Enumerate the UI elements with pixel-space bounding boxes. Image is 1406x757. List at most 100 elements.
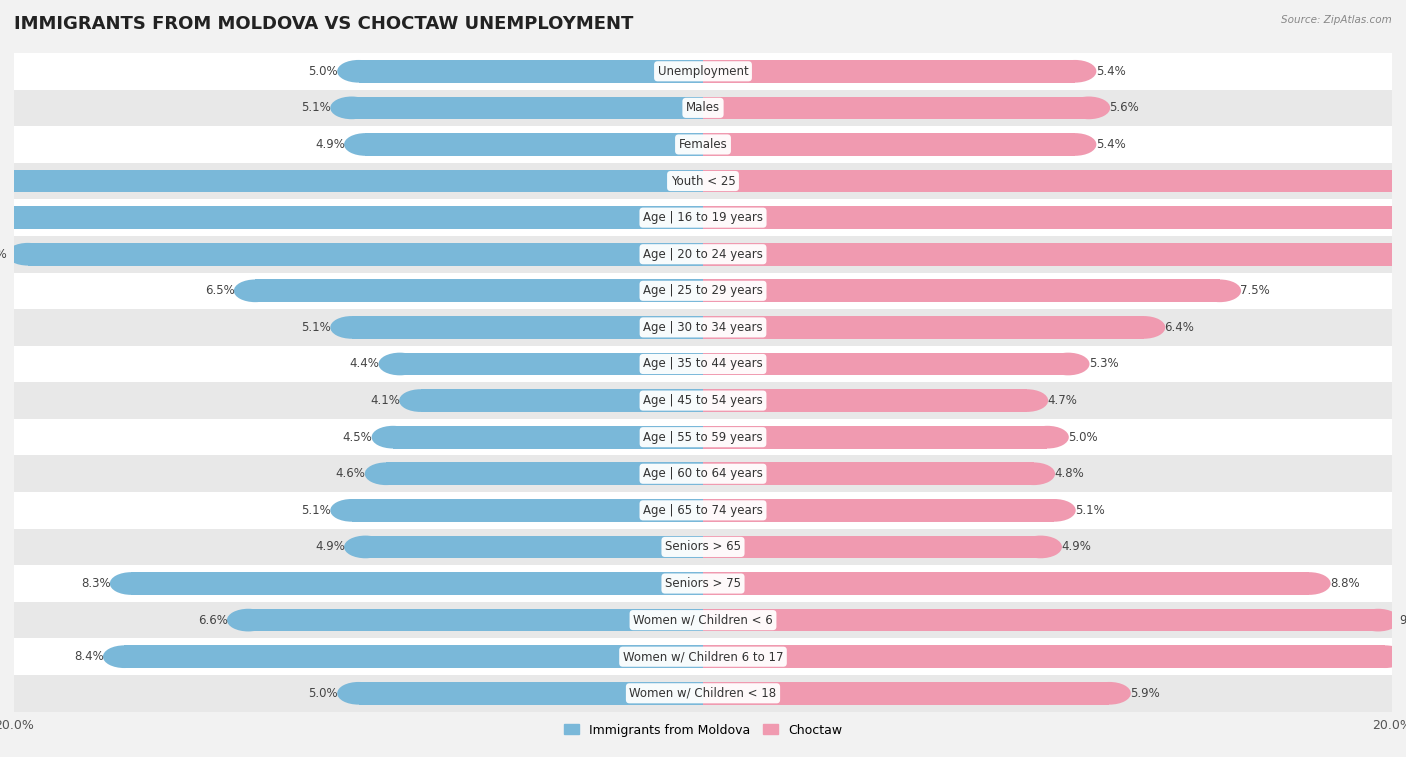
Circle shape	[110, 572, 152, 595]
Text: Males: Males	[686, 101, 720, 114]
Bar	[14, 346, 1392, 382]
Bar	[14, 53, 1392, 89]
Text: 5.1%: 5.1%	[1076, 504, 1105, 517]
Text: 6.6%: 6.6%	[198, 614, 228, 627]
Bar	[703, 426, 1047, 448]
Bar	[703, 279, 1219, 302]
Text: Youth < 25: Youth < 25	[671, 175, 735, 188]
Circle shape	[330, 499, 373, 522]
Text: 5.1%: 5.1%	[301, 321, 330, 334]
Text: 9.8%: 9.8%	[0, 248, 7, 260]
Text: 5.4%: 5.4%	[1095, 138, 1125, 151]
Text: 5.3%: 5.3%	[1088, 357, 1118, 370]
Text: 9.8%: 9.8%	[1399, 614, 1406, 627]
Circle shape	[1053, 60, 1097, 83]
Text: Females: Females	[679, 138, 727, 151]
Bar	[703, 353, 1069, 375]
Bar	[399, 353, 703, 375]
Text: 8.4%: 8.4%	[75, 650, 104, 663]
Bar	[14, 638, 1392, 675]
Bar	[703, 536, 1040, 558]
Bar	[352, 499, 703, 522]
Bar	[359, 682, 703, 705]
Circle shape	[1122, 316, 1166, 338]
Bar	[14, 456, 1392, 492]
Bar	[394, 426, 703, 448]
Circle shape	[233, 279, 277, 302]
Circle shape	[1026, 426, 1069, 448]
Text: 4.7%: 4.7%	[1047, 394, 1077, 407]
Bar	[703, 133, 1076, 156]
Text: Age | 20 to 24 years: Age | 20 to 24 years	[643, 248, 763, 260]
Text: Seniors > 75: Seniors > 75	[665, 577, 741, 590]
Circle shape	[1053, 133, 1097, 156]
Circle shape	[226, 609, 270, 631]
Bar	[14, 309, 1392, 346]
Text: 4.5%: 4.5%	[343, 431, 373, 444]
Bar	[0, 170, 703, 192]
Bar	[14, 602, 1392, 638]
Circle shape	[1088, 682, 1130, 705]
Bar	[703, 499, 1054, 522]
Bar	[703, 682, 1109, 705]
Text: 4.8%: 4.8%	[1054, 467, 1084, 480]
Bar	[352, 316, 703, 338]
Text: Women w/ Children < 6: Women w/ Children < 6	[633, 614, 773, 627]
Bar	[14, 419, 1392, 456]
Circle shape	[337, 60, 380, 83]
Text: 5.6%: 5.6%	[1109, 101, 1139, 114]
Bar	[703, 243, 1406, 266]
Text: 5.0%: 5.0%	[308, 687, 337, 699]
Text: 5.4%: 5.4%	[1095, 65, 1125, 78]
Circle shape	[1012, 463, 1054, 485]
Text: Age | 55 to 59 years: Age | 55 to 59 years	[643, 431, 763, 444]
Bar	[14, 273, 1392, 309]
Bar	[703, 609, 1378, 631]
Text: 7.5%: 7.5%	[1240, 285, 1270, 298]
Bar	[703, 389, 1026, 412]
Bar	[14, 126, 1392, 163]
Text: Age | 65 to 74 years: Age | 65 to 74 years	[643, 504, 763, 517]
Circle shape	[103, 646, 146, 668]
Text: Age | 30 to 34 years: Age | 30 to 34 years	[643, 321, 763, 334]
Legend: Immigrants from Moldova, Choctaw: Immigrants from Moldova, Choctaw	[560, 718, 846, 742]
Text: Age | 60 to 64 years: Age | 60 to 64 years	[643, 467, 763, 480]
Circle shape	[1033, 499, 1076, 522]
Text: IMMIGRANTS FROM MOLDOVA VS CHOCTAW UNEMPLOYMENT: IMMIGRANTS FROM MOLDOVA VS CHOCTAW UNEMP…	[14, 15, 634, 33]
Text: 6.4%: 6.4%	[1164, 321, 1195, 334]
Text: Age | 35 to 44 years: Age | 35 to 44 years	[643, 357, 763, 370]
Text: Source: ZipAtlas.com: Source: ZipAtlas.com	[1281, 15, 1392, 25]
Bar	[131, 572, 703, 595]
Text: 4.9%: 4.9%	[315, 540, 344, 553]
Bar	[14, 528, 1392, 565]
Circle shape	[7, 243, 49, 266]
Bar	[14, 236, 1392, 273]
Text: 5.0%: 5.0%	[308, 65, 337, 78]
Circle shape	[344, 536, 387, 558]
Bar	[124, 646, 703, 668]
Bar	[703, 572, 1309, 595]
Circle shape	[1198, 279, 1241, 302]
Bar	[14, 382, 1392, 419]
Bar	[249, 609, 703, 631]
Text: 4.4%: 4.4%	[349, 357, 380, 370]
Circle shape	[1047, 353, 1090, 375]
Text: 5.1%: 5.1%	[301, 101, 330, 114]
Bar	[14, 492, 1392, 528]
Bar	[703, 207, 1406, 229]
Text: 4.9%: 4.9%	[315, 138, 344, 151]
Bar	[14, 199, 1392, 236]
Text: 8.3%: 8.3%	[82, 577, 111, 590]
Bar	[256, 279, 703, 302]
Text: Women w/ Children < 18: Women w/ Children < 18	[630, 687, 776, 699]
Text: 6.5%: 6.5%	[205, 285, 235, 298]
Bar	[28, 243, 703, 266]
Circle shape	[344, 133, 387, 156]
Text: Women w/ Children 6 to 17: Women w/ Children 6 to 17	[623, 650, 783, 663]
Bar	[420, 389, 703, 412]
Circle shape	[1067, 97, 1111, 119]
Bar	[703, 316, 1144, 338]
Bar	[359, 60, 703, 83]
Circle shape	[371, 426, 415, 448]
Bar	[14, 565, 1392, 602]
